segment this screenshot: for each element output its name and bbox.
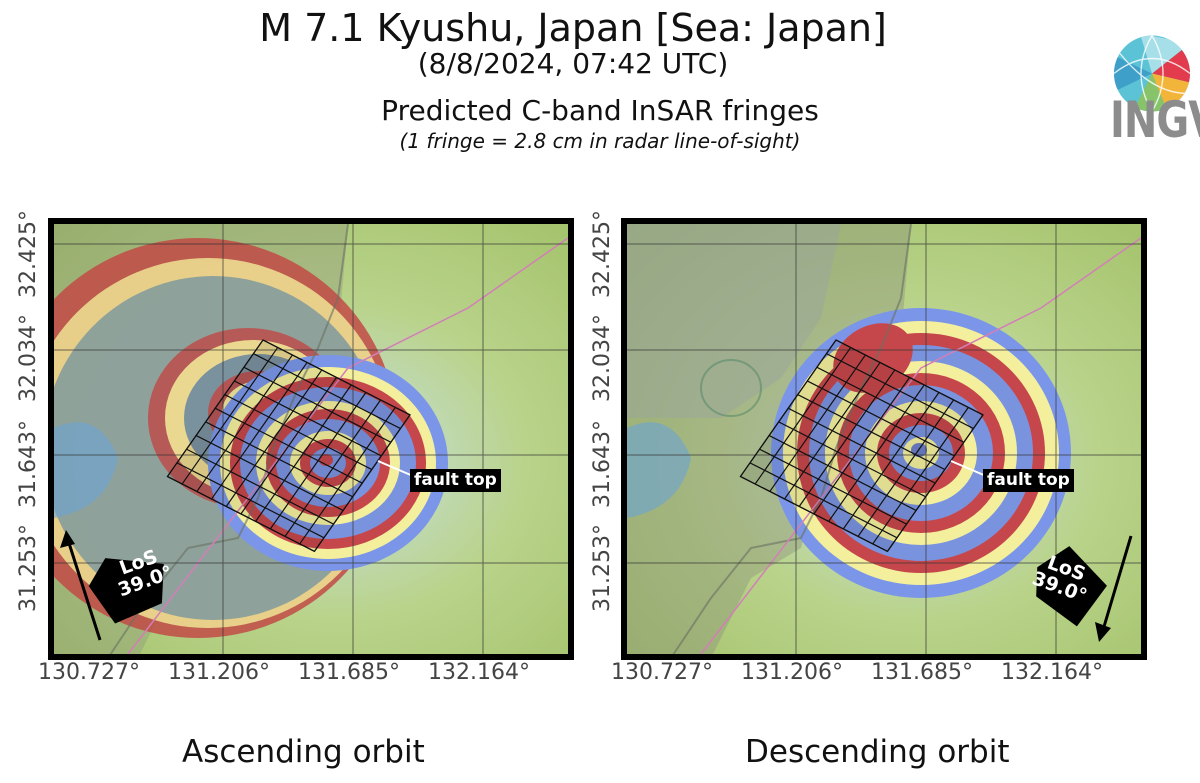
y-tick-label: 31.643° (590, 420, 615, 508)
fault-grid-line (214, 407, 363, 484)
x-tick-label: 131.206° (168, 660, 270, 685)
fault-grid-line (835, 339, 984, 416)
fault-grid-line (243, 366, 392, 443)
fault-top-label: fault top (983, 469, 1074, 492)
fault-grid-line (826, 353, 974, 430)
x-tick-label: 132.164° (428, 660, 530, 685)
fault-plane-grid (739, 339, 984, 553)
x-tick-label: 131.685° (298, 660, 400, 685)
map-subtitle: Predicted C-band InSAR fringes (381, 94, 819, 127)
los-arrow-icon (1036, 535, 1133, 642)
y-tick-label: 32.425° (590, 210, 615, 298)
los-arrow-icon (60, 530, 164, 641)
fault-grid-line (195, 435, 344, 511)
fault-grid-line (262, 339, 411, 416)
ingv-globe-icon (1114, 35, 1190, 112)
fault-grid-line (749, 462, 898, 539)
fault-grid-line (205, 421, 354, 498)
fault-grid-line (740, 475, 888, 552)
x-tick-label: 132.164° (1001, 660, 1103, 685)
y-tick-label: 32.034° (16, 314, 41, 402)
fault-grid-line (816, 366, 965, 443)
fault-top-label: fault top (410, 469, 501, 492)
fault-grid-line (253, 353, 401, 430)
fault-grid-line (768, 435, 917, 511)
fault-grid-line (224, 394, 373, 471)
y-tick-label: 31.253° (590, 524, 615, 612)
y-tick-label: 31.253° (16, 524, 41, 612)
fault-grid-line (167, 475, 315, 552)
ascending-fringe-map (48, 218, 574, 660)
fault-grid-line (233, 380, 382, 457)
x-tick-label: 131.685° (871, 660, 973, 685)
descending-fringe-map (621, 218, 1147, 660)
y-tick-label: 32.425° (16, 210, 41, 298)
fringe-note: (1 fringe = 2.8 cm in radar line-of-sigh… (399, 129, 801, 153)
ingv-logo-text: INGV (1110, 92, 1200, 150)
y-tick-label: 31.643° (16, 420, 41, 508)
y-tick-label: 32.034° (590, 314, 615, 402)
x-tick-label: 131.206° (741, 660, 843, 685)
x-tick-label: 130.727° (38, 660, 140, 685)
fault-grid-line (797, 394, 946, 471)
fault-grid-line (806, 380, 955, 457)
event-datetime: (8/8/2024, 07:42 UTC) (417, 47, 729, 80)
descending-orbit-label: Descending orbit (745, 734, 1010, 770)
fault-grid-line (778, 421, 927, 498)
descending-map-panel: fault top LoS 39.0° (621, 218, 1147, 660)
fault-grid-line (759, 448, 907, 525)
fault-grid-line (186, 448, 334, 525)
map-title: M 7.1 Kyushu, Japan [Sea: Japan] (259, 6, 887, 50)
ascending-orbit-label: Ascending orbit (182, 734, 425, 770)
fault-plane-grid (166, 339, 411, 553)
x-tick-label: 130.727° (611, 660, 713, 685)
fault-grid-line (176, 462, 325, 539)
ascending-map-panel: fault top LoS 39.0° (48, 218, 574, 660)
fault-grid-line (787, 407, 936, 484)
